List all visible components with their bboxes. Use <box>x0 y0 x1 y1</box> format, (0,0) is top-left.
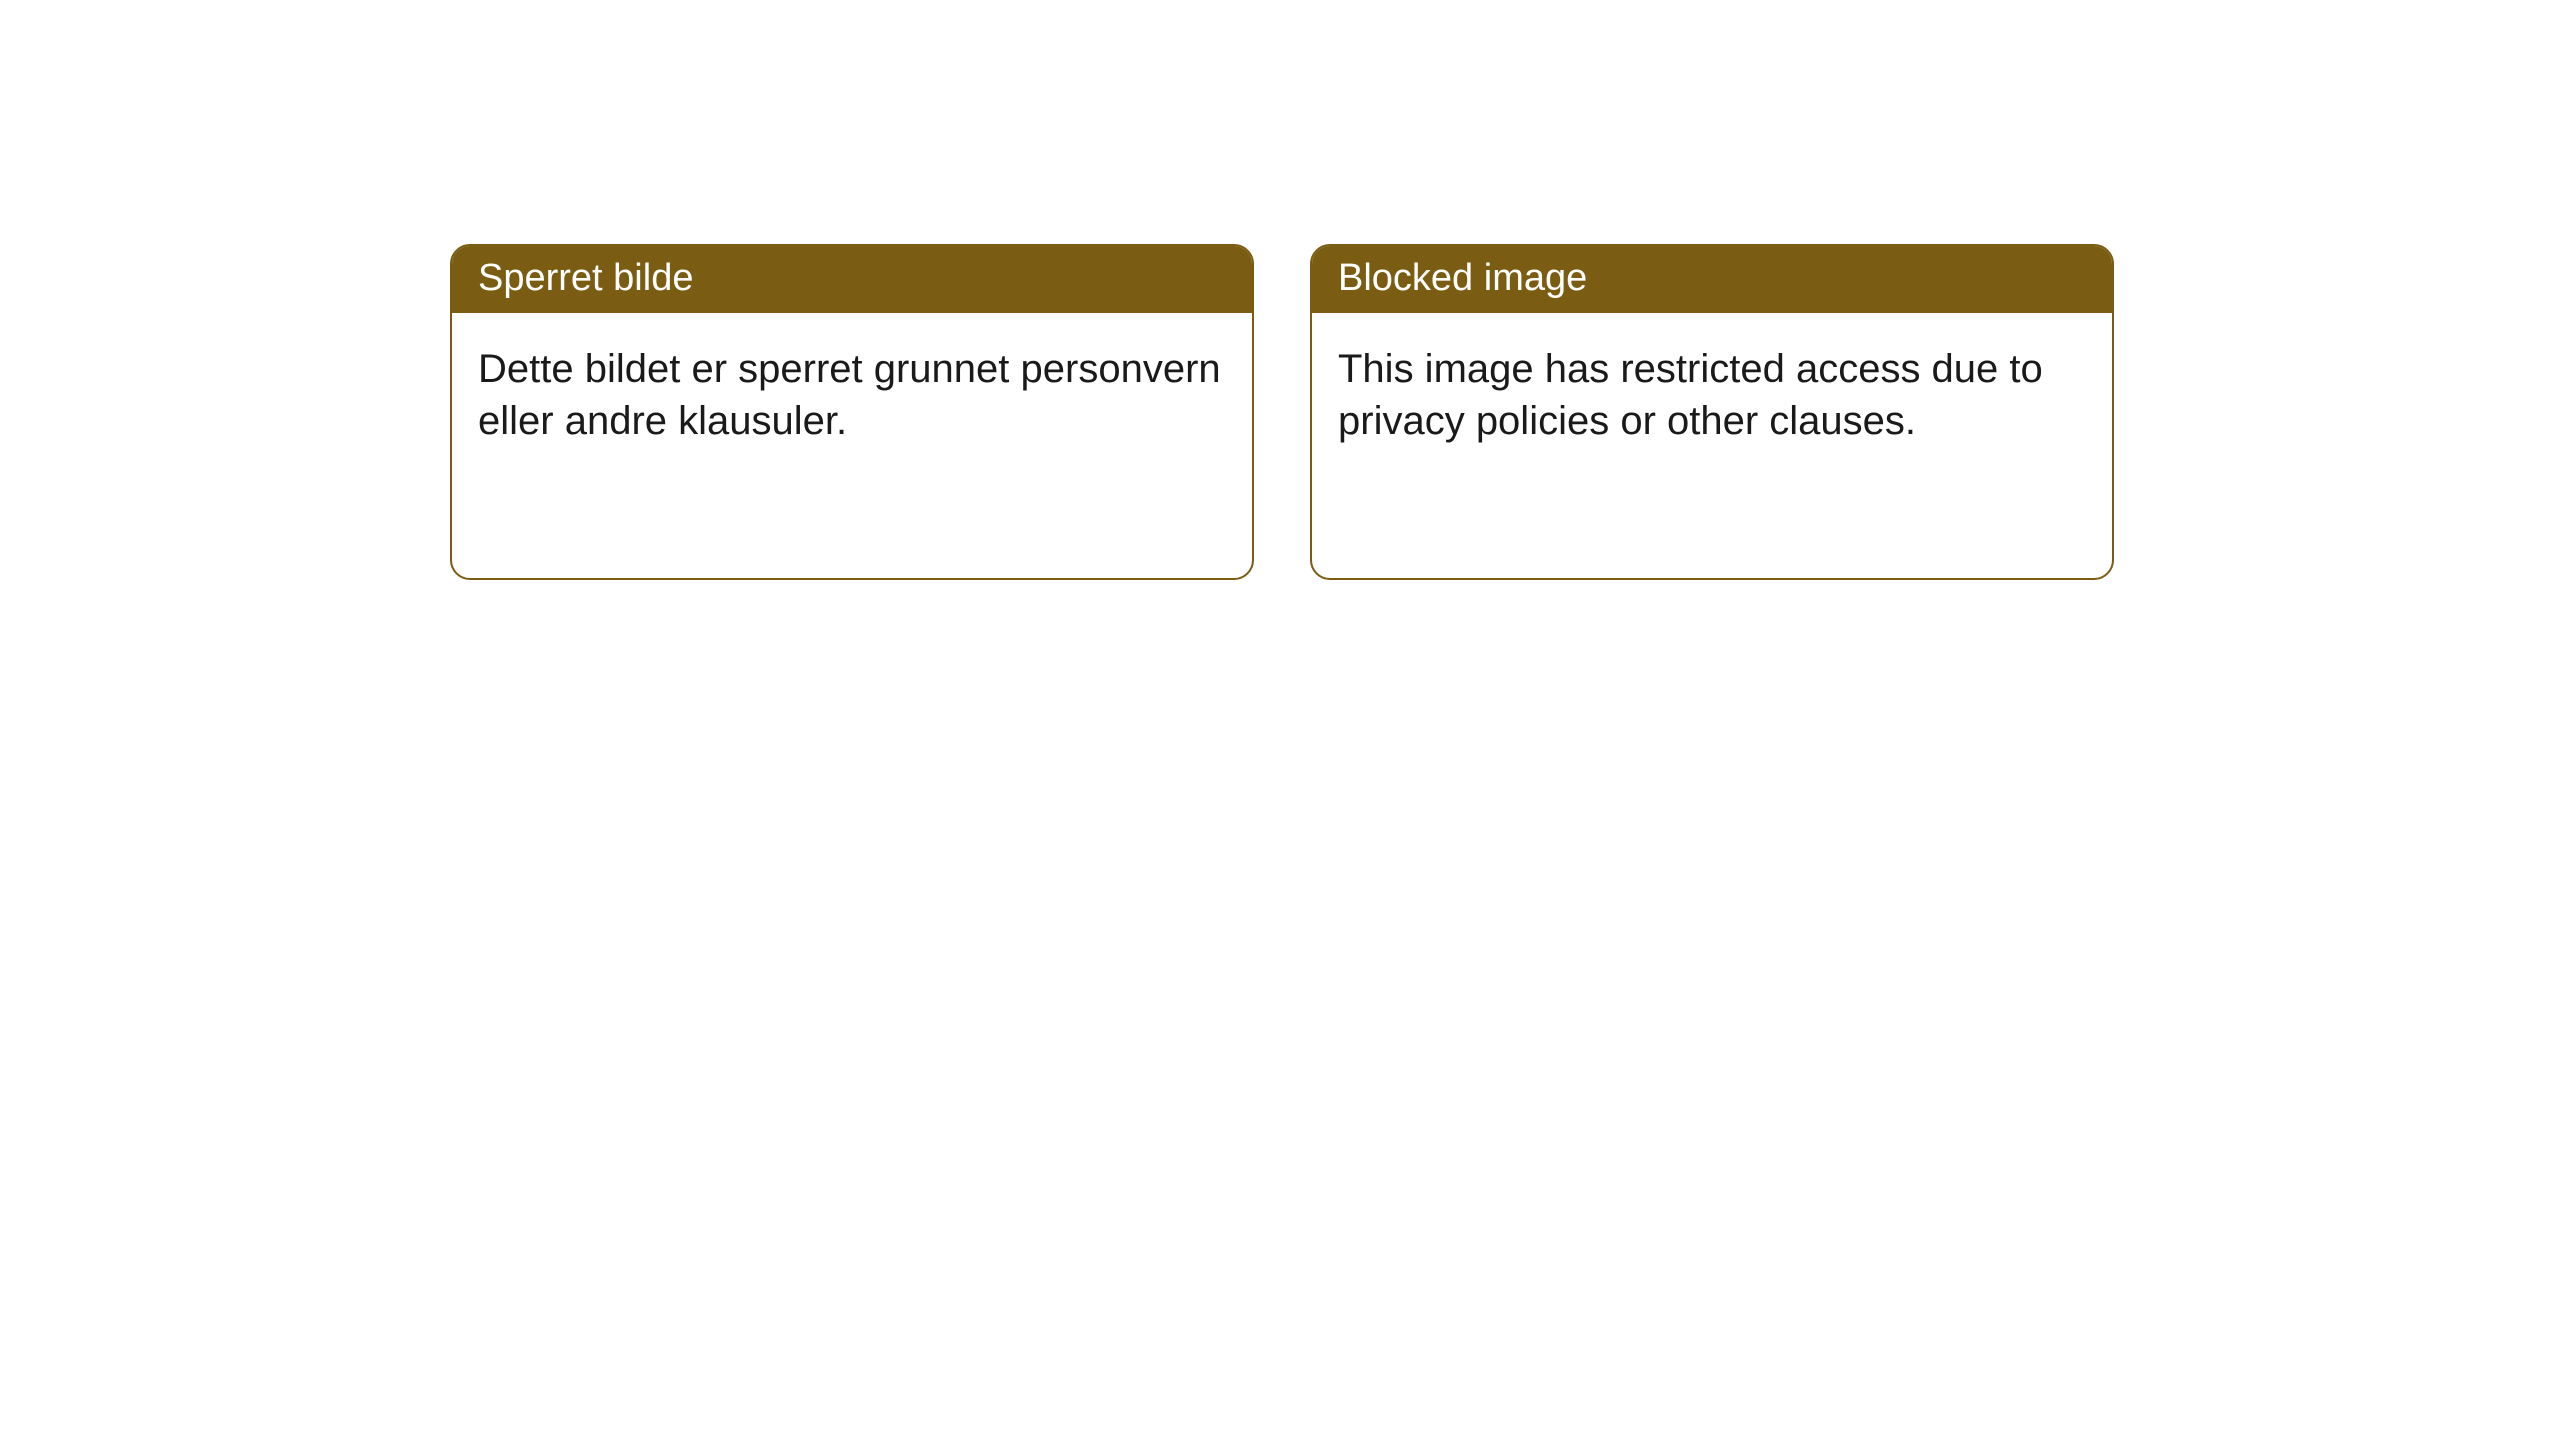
notice-box-english: Blocked image This image has restricted … <box>1310 244 2114 580</box>
notice-body: Dette bildet er sperret grunnet personve… <box>452 313 1252 447</box>
notice-header: Blocked image <box>1312 246 2112 313</box>
notice-body: This image has restricted access due to … <box>1312 313 2112 447</box>
notice-header: Sperret bilde <box>452 246 1252 313</box>
notice-box-norwegian: Sperret bilde Dette bildet er sperret gr… <box>450 244 1254 580</box>
notice-container: Sperret bilde Dette bildet er sperret gr… <box>0 0 2560 580</box>
